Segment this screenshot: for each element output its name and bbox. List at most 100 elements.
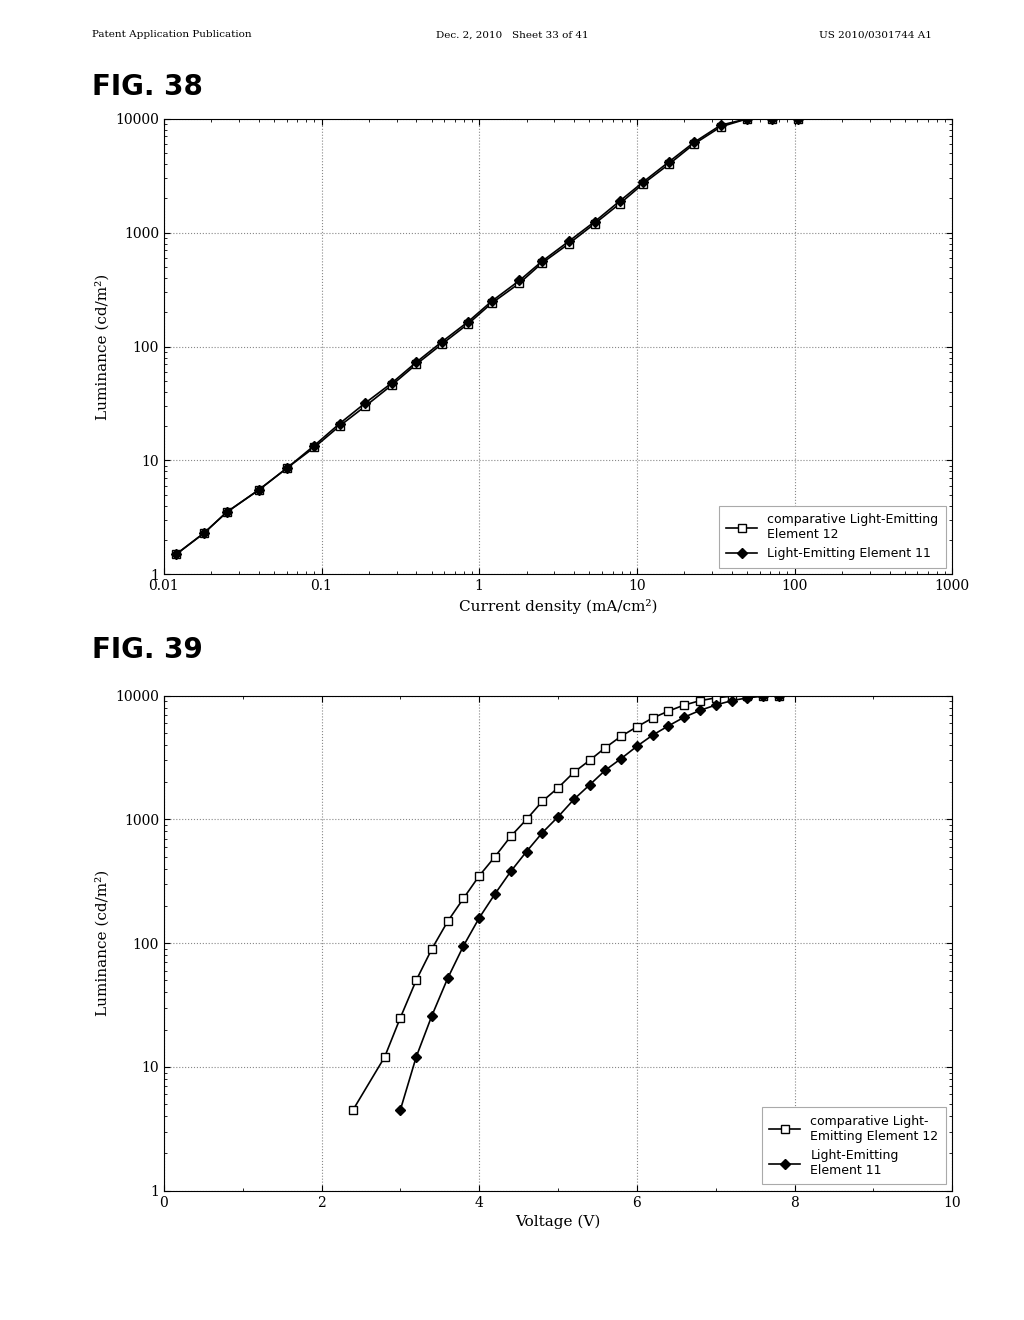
Light-Emitting Element 11	[220, 504, 232, 520]
comparative Light-
Emitting Element 12	[757, 688, 769, 704]
comparative Light-Emitting
Element 12	[281, 461, 293, 477]
Light-Emitting Element 11	[436, 334, 449, 350]
Light-Emitting Element 11	[741, 111, 754, 127]
Light-Emitting
Element 11	[410, 1049, 422, 1065]
Light-Emitting
Element 11	[741, 690, 754, 706]
comparative Light-Emitting
Element 12	[637, 176, 649, 191]
comparative Light-Emitting
Element 12	[334, 418, 346, 434]
comparative Light-Emitting
Element 12	[359, 399, 372, 414]
Light-Emitting Element 11	[170, 546, 182, 562]
comparative Light-
Emitting Element 12	[567, 764, 580, 780]
Light-Emitting Element 11	[308, 438, 321, 454]
comparative Light-
Emitting Element 12	[520, 812, 532, 828]
comparative Light-
Emitting Element 12	[537, 793, 549, 809]
X-axis label: Voltage (V): Voltage (V)	[515, 1214, 601, 1229]
comparative Light-
Emitting Element 12	[741, 688, 754, 704]
comparative Light-
Emitting Element 12	[725, 688, 737, 704]
comparative Light-
Emitting Element 12	[488, 849, 501, 865]
comparative Light-Emitting
Element 12	[436, 337, 449, 352]
comparative Light-
Emitting Element 12	[379, 1049, 391, 1065]
Light-Emitting Element 11	[688, 135, 700, 150]
comparative Light-
Emitting Element 12	[426, 941, 438, 957]
comparative Light-Emitting
Element 12	[766, 111, 778, 127]
comparative Light-
Emitting Element 12	[394, 1010, 407, 1026]
Light-Emitting Element 11	[792, 111, 804, 127]
Y-axis label: Luminance (cd/m²): Luminance (cd/m²)	[95, 273, 110, 420]
Line: comparative Light-
Emitting Element 12: comparative Light- Emitting Element 12	[349, 692, 782, 1114]
comparative Light-Emitting
Element 12	[462, 315, 474, 331]
Light-Emitting Element 11	[563, 234, 575, 249]
Text: Dec. 2, 2010   Sheet 33 of 41: Dec. 2, 2010 Sheet 33 of 41	[435, 30, 589, 40]
Light-Emitting
Element 11	[710, 697, 722, 713]
comparative Light-Emitting
Element 12	[386, 378, 398, 393]
X-axis label: Current density (mA/cm²): Current density (mA/cm²)	[459, 598, 657, 614]
Light-Emitting Element 11	[198, 525, 210, 541]
comparative Light-Emitting
Element 12	[663, 156, 675, 172]
Light-Emitting
Element 11	[537, 825, 549, 841]
Light-Emitting Element 11	[589, 214, 601, 230]
Y-axis label: Luminance (cd/m²): Luminance (cd/m²)	[95, 870, 110, 1016]
comparative Light-Emitting
Element 12	[485, 296, 498, 312]
Light-Emitting
Element 11	[678, 709, 690, 725]
Light-Emitting
Element 11	[552, 809, 564, 825]
Light-Emitting
Element 11	[631, 738, 643, 754]
Light-Emitting
Element 11	[663, 718, 675, 734]
Text: US 2010/0301744 A1: US 2010/0301744 A1	[819, 30, 932, 40]
Light-Emitting
Element 11	[584, 777, 596, 793]
Light-Emitting Element 11	[334, 416, 346, 432]
Light-Emitting Element 11	[613, 193, 626, 209]
comparative Light-Emitting
Element 12	[253, 482, 265, 498]
comparative Light-Emitting
Element 12	[513, 276, 525, 292]
Light-Emitting Element 11	[637, 174, 649, 190]
Light-Emitting
Element 11	[725, 693, 737, 709]
Light-Emitting Element 11	[663, 153, 675, 169]
Light-Emitting Element 11	[359, 395, 372, 411]
comparative Light-
Emitting Element 12	[552, 780, 564, 796]
Light-Emitting Element 11	[281, 461, 293, 477]
comparative Light-Emitting
Element 12	[792, 111, 804, 127]
comparative Light-Emitting
Element 12	[589, 215, 601, 231]
comparative Light-
Emitting Element 12	[458, 891, 470, 907]
comparative Light-Emitting
Element 12	[715, 119, 727, 135]
Text: Patent Application Publication: Patent Application Publication	[92, 30, 252, 40]
comparative Light-
Emitting Element 12	[441, 913, 454, 929]
comparative Light-
Emitting Element 12	[678, 697, 690, 713]
comparative Light-Emitting
Element 12	[563, 236, 575, 252]
comparative Light-Emitting
Element 12	[688, 136, 700, 152]
Line: Light-Emitting
Element 11: Light-Emitting Element 11	[396, 692, 782, 1114]
Light-Emitting Element 11	[386, 375, 398, 391]
comparative Light-
Emitting Element 12	[710, 690, 722, 706]
Light-Emitting
Element 11	[646, 727, 658, 743]
Light-Emitting
Element 11	[520, 843, 532, 859]
Light-Emitting
Element 11	[441, 970, 454, 986]
comparative Light-Emitting
Element 12	[308, 440, 321, 455]
Light-Emitting
Element 11	[599, 762, 611, 777]
Line: comparative Light-Emitting
Element 12: comparative Light-Emitting Element 12	[172, 115, 802, 558]
Text: FIG. 38: FIG. 38	[92, 73, 203, 100]
Light-Emitting Element 11	[253, 482, 265, 498]
Light-Emitting
Element 11	[615, 751, 628, 767]
Line: Light-Emitting Element 11: Light-Emitting Element 11	[172, 115, 802, 558]
comparative Light-
Emitting Element 12	[694, 693, 707, 709]
Light-Emitting
Element 11	[567, 792, 580, 808]
comparative Light-Emitting
Element 12	[536, 255, 548, 271]
comparative Light-Emitting
Element 12	[170, 546, 182, 562]
Text: FIG. 39: FIG. 39	[92, 636, 203, 664]
Light-Emitting Element 11	[513, 272, 525, 288]
Light-Emitting
Element 11	[394, 1102, 407, 1118]
comparative Light-
Emitting Element 12	[599, 739, 611, 755]
Legend: comparative Light-Emitting
Element 12, Light-Emitting Element 11: comparative Light-Emitting Element 12, L…	[719, 506, 946, 568]
Legend: comparative Light-
Emitting Element 12, Light-Emitting
Element 11: comparative Light- Emitting Element 12, …	[762, 1107, 946, 1184]
comparative Light-
Emitting Element 12	[505, 829, 517, 845]
Light-Emitting
Element 11	[694, 702, 707, 718]
comparative Light-Emitting
Element 12	[411, 356, 423, 372]
comparative Light-Emitting
Element 12	[198, 525, 210, 541]
comparative Light-
Emitting Element 12	[663, 704, 675, 719]
Light-Emitting Element 11	[766, 111, 778, 127]
Light-Emitting Element 11	[536, 253, 548, 269]
Light-Emitting
Element 11	[473, 909, 485, 925]
comparative Light-
Emitting Element 12	[631, 719, 643, 735]
Light-Emitting
Element 11	[505, 863, 517, 879]
Light-Emitting Element 11	[462, 314, 474, 330]
comparative Light-Emitting
Element 12	[613, 195, 626, 211]
